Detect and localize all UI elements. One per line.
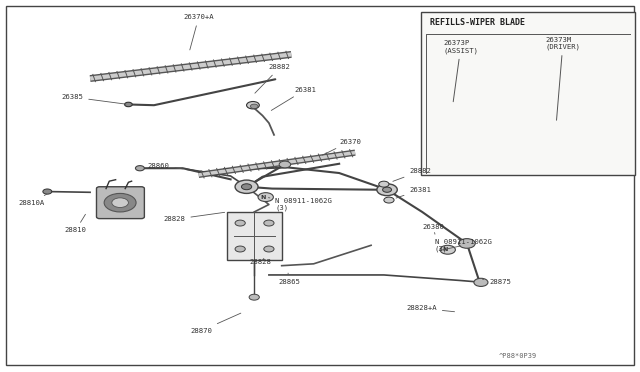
Text: N: N: [260, 195, 266, 200]
Text: 28870: 28870: [191, 313, 241, 334]
Text: 28875: 28875: [483, 279, 511, 285]
Text: REFILLS-WIPER BLADE: REFILLS-WIPER BLADE: [431, 19, 525, 28]
Circle shape: [235, 220, 245, 226]
Circle shape: [250, 104, 258, 109]
Text: 26370: 26370: [323, 138, 361, 155]
Text: 26373P
(ASSIST): 26373P (ASSIST): [444, 40, 478, 102]
Circle shape: [440, 245, 456, 254]
Text: N 08911-1062G
(3): N 08911-1062G (3): [268, 198, 332, 211]
Text: 26373M
(DRIVER): 26373M (DRIVER): [545, 36, 580, 120]
Circle shape: [258, 193, 273, 202]
Circle shape: [43, 189, 52, 194]
Text: 26381: 26381: [271, 87, 316, 110]
Text: 28865: 28865: [278, 273, 300, 285]
Text: 28882: 28882: [255, 64, 291, 93]
Circle shape: [104, 193, 136, 212]
Text: N: N: [442, 247, 448, 252]
Text: N 08911-1062G
(3): N 08911-1062G (3): [435, 238, 492, 252]
Text: 28810A: 28810A: [19, 194, 47, 206]
Text: 28810: 28810: [65, 214, 86, 234]
Circle shape: [377, 184, 397, 196]
Circle shape: [235, 180, 258, 193]
Circle shape: [264, 220, 274, 226]
Text: 28828: 28828: [250, 259, 271, 265]
Text: 28882: 28882: [393, 168, 431, 181]
Circle shape: [112, 198, 129, 208]
Text: 28828: 28828: [164, 212, 225, 222]
Text: 26370+A: 26370+A: [183, 15, 214, 50]
Text: 26381: 26381: [396, 187, 431, 198]
Circle shape: [383, 187, 392, 192]
Circle shape: [125, 102, 132, 107]
Circle shape: [249, 294, 259, 300]
Text: 28860: 28860: [148, 163, 183, 169]
Text: ^P88*0P39: ^P88*0P39: [499, 353, 537, 359]
Circle shape: [384, 197, 394, 203]
Circle shape: [379, 181, 389, 187]
Bar: [227, 212, 282, 260]
Circle shape: [459, 238, 475, 248]
Circle shape: [241, 184, 252, 190]
Circle shape: [474, 278, 488, 286]
Text: 28828+A: 28828+A: [406, 305, 454, 312]
Circle shape: [279, 161, 291, 168]
Circle shape: [264, 246, 274, 252]
Circle shape: [246, 102, 259, 109]
Bar: [421, 12, 635, 175]
Circle shape: [235, 246, 245, 252]
Circle shape: [136, 166, 145, 171]
FancyBboxPatch shape: [97, 187, 145, 219]
Text: 26380: 26380: [422, 224, 444, 234]
Text: 26385: 26385: [61, 94, 125, 104]
